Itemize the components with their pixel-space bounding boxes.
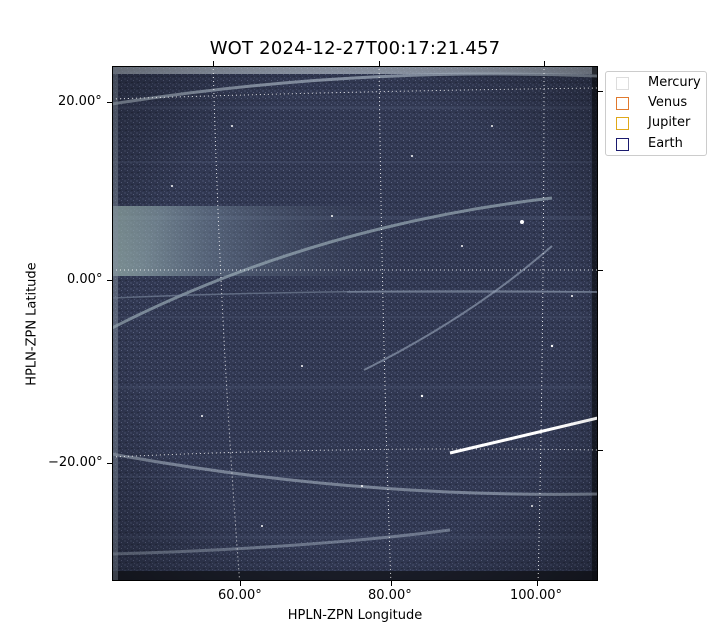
x-axis-label: HPLN-ZPN Longitude xyxy=(287,608,423,623)
y-tick-mark-right xyxy=(598,91,603,92)
plot-title: WOT 2024-12-27T00:17:21.457 xyxy=(209,38,501,59)
y-tick-mark xyxy=(107,280,112,281)
jupiter-swatch-icon xyxy=(616,117,629,130)
legend: Mercury Venus Jupiter Earth xyxy=(605,71,707,156)
y-tick-mark-right xyxy=(598,450,603,451)
y-tick-label: −20.00° xyxy=(48,455,103,470)
y-tick-mark-right xyxy=(598,270,603,271)
y-tick-label: 0.00° xyxy=(67,272,103,287)
mercury-swatch-icon xyxy=(616,77,629,90)
x-tick-mark xyxy=(537,581,538,586)
y-tick-label: 20.00° xyxy=(58,94,102,109)
y-tick-mark xyxy=(107,463,112,464)
x-tick-mark xyxy=(391,581,392,586)
x-tick-mark-top xyxy=(544,61,545,66)
x-tick-mark-top xyxy=(379,61,380,66)
x-tick-mark-top xyxy=(213,61,214,66)
y-axis-label: HPLN-ZPN Latitude xyxy=(24,262,40,386)
earth-swatch-icon xyxy=(616,138,629,151)
x-tick-mark xyxy=(240,581,241,586)
x-tick-label: 100.00° xyxy=(510,588,562,603)
sky-image-svg xyxy=(112,66,598,581)
x-tick-label: 60.00° xyxy=(218,588,262,603)
x-tick-label: 80.00° xyxy=(368,588,412,603)
heliospheric-image[interactable] xyxy=(112,66,598,581)
venus-swatch-icon xyxy=(616,97,629,110)
coordinate-grid xyxy=(112,66,598,581)
y-tick-mark xyxy=(107,102,112,103)
